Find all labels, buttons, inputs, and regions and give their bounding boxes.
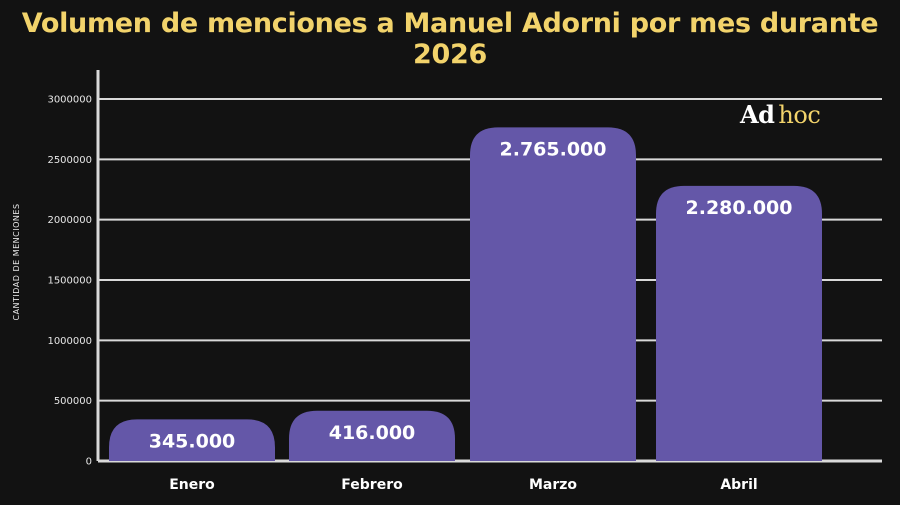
x-tick-label: Enero: [169, 477, 215, 493]
y-tick-label: 2000000: [47, 215, 92, 226]
bar-value-label: 2.280.000: [686, 197, 793, 219]
bars: 345.000 416.000 2.765.000 2.280.000: [109, 127, 822, 462]
x-axis-labels: Enero Febrero Marzo Abril: [169, 477, 757, 493]
bar-value-label: 416.000: [329, 422, 416, 444]
y-tick-label: 1500000: [47, 276, 92, 287]
x-tick-label: Febrero: [341, 477, 403, 493]
bar-value-label: 2.765.000: [500, 138, 607, 160]
y-tick-label: 500000: [54, 396, 92, 407]
x-tick-label: Abril: [720, 477, 757, 493]
bar-value-label: 345.000: [149, 430, 236, 452]
brand-logo-part2: hoc: [778, 101, 821, 129]
y-tick-label: 1000000: [47, 336, 92, 347]
y-axis-title: CANTIDAD DE MENCIONES: [12, 203, 21, 320]
brand-logo: Ad hoc: [740, 100, 821, 129]
bar-marzo: [470, 127, 636, 462]
chart-title: Volumen de menciones a Manuel Adorni por…: [21, 8, 879, 70]
brand-logo-part1: Ad: [740, 100, 775, 129]
bar-enero: [109, 419, 275, 461]
y-tick-label: 3000000: [47, 95, 92, 106]
bar-abril: [656, 185, 822, 461]
y-tick-label: 2500000: [47, 155, 92, 166]
x-tick-label: Marzo: [529, 477, 577, 493]
y-tick-label: 0: [86, 457, 92, 468]
bar-febrero: [289, 410, 455, 461]
y-axis-ticks: 0 500000 1000000 1500000 2000000 2500000 30000…: [47, 95, 92, 468]
